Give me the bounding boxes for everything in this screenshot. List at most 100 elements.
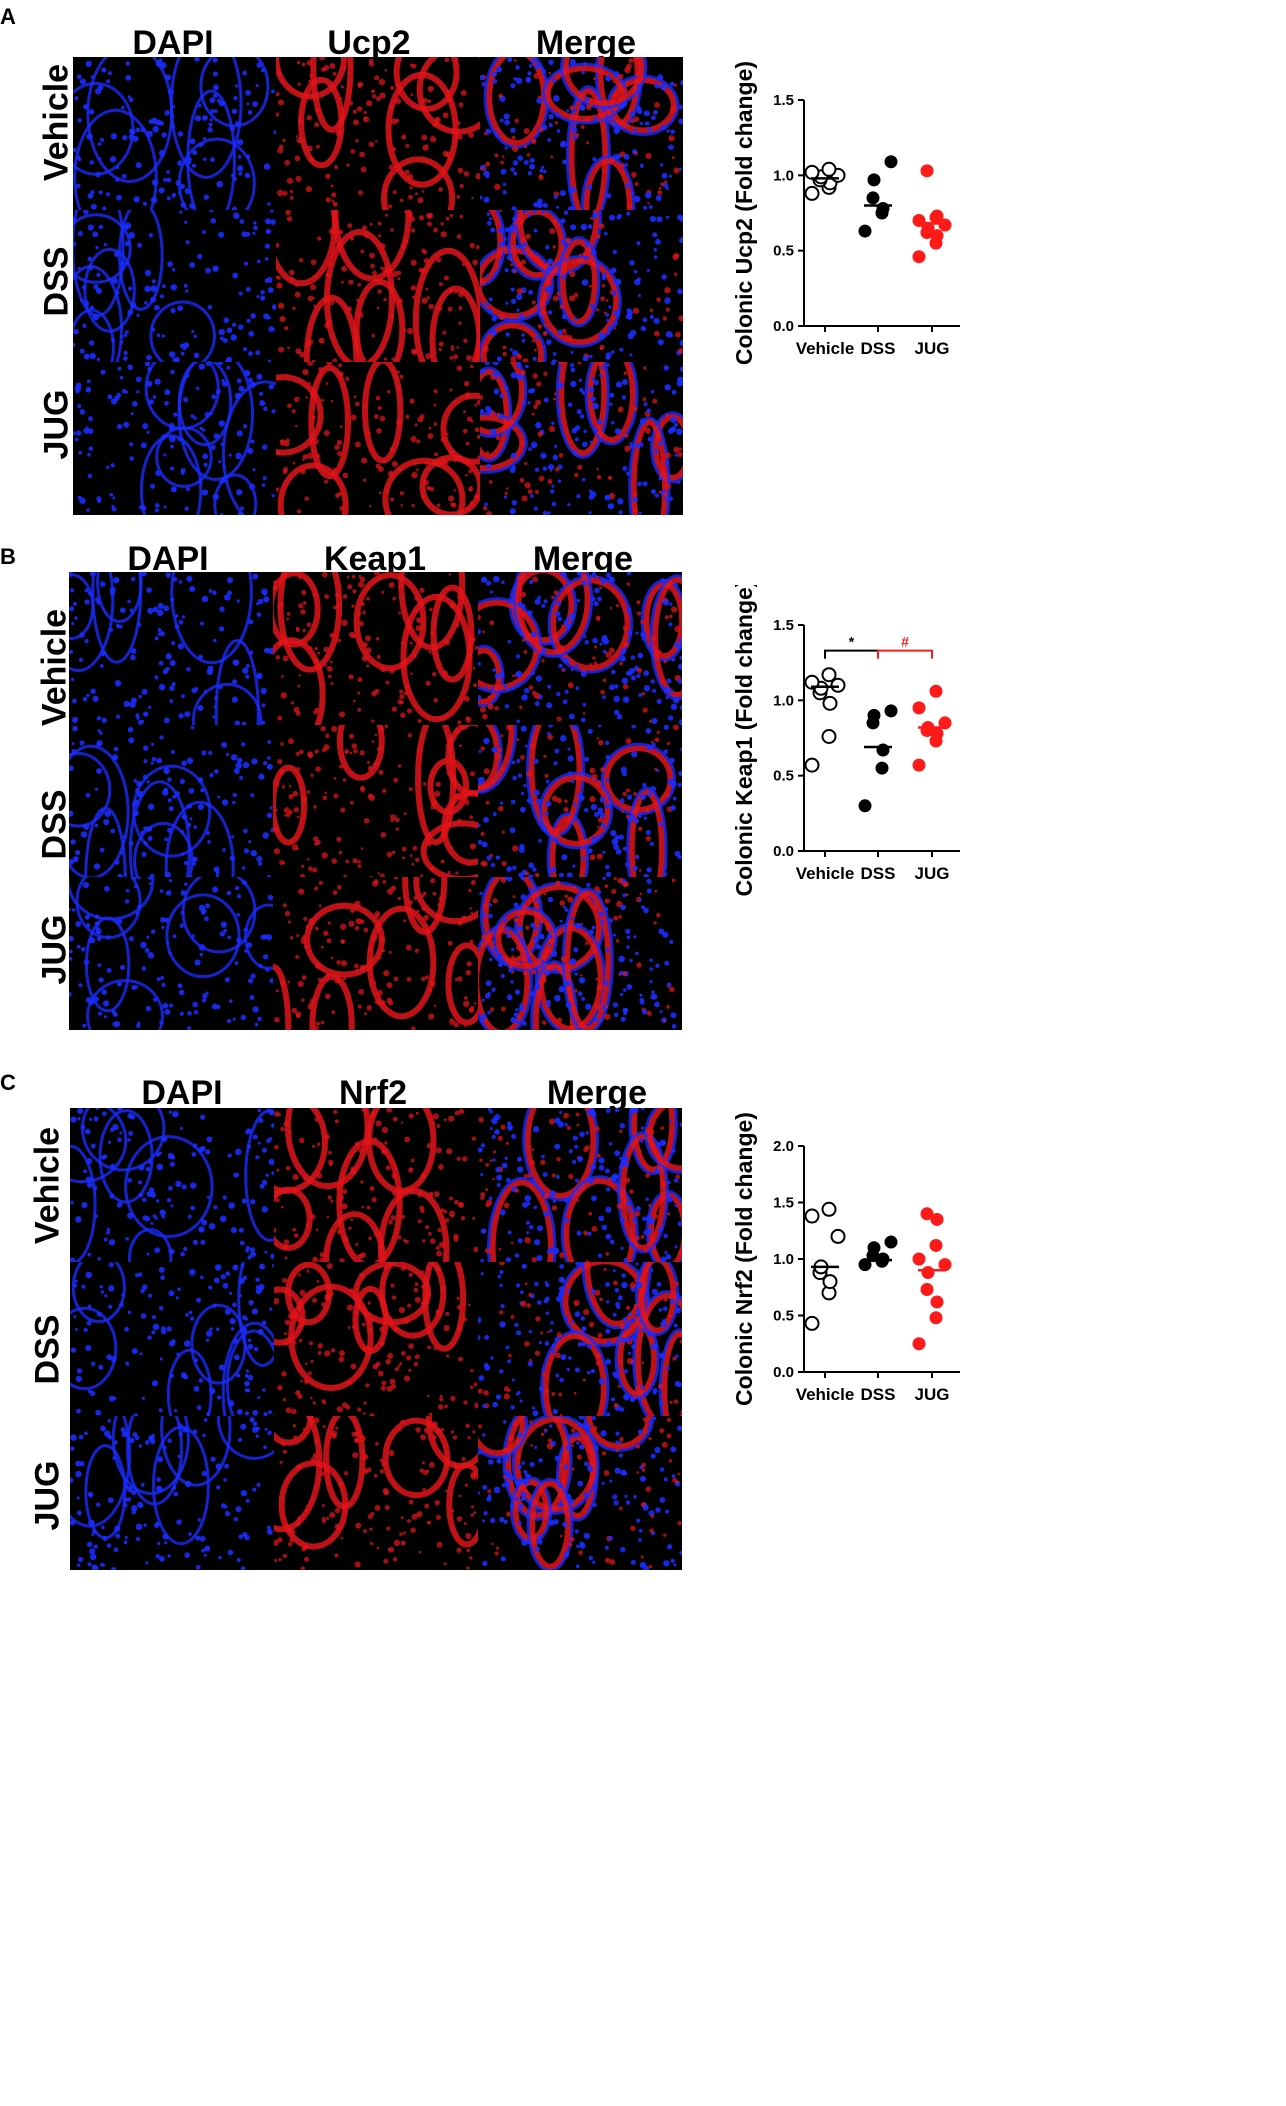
micrograph-tile-dapi-row3	[70, 1416, 274, 1570]
data-point	[866, 191, 880, 205]
scatter-plot-keap1: Colonic Keap1 (Fold change) 0.0 0.5 1.0 1.5 V…	[730, 585, 970, 905]
micrograph-tile-merge-row2	[479, 209, 683, 363]
data-point	[875, 761, 889, 775]
micrograph-tile-merge-row1	[477, 572, 682, 725]
data-point	[930, 1295, 944, 1309]
data-point	[821, 667, 837, 683]
panel-letter: C	[0, 1070, 16, 1095]
column-header-dapi: DAPI	[132, 24, 214, 62]
y-tick-label: 1.5	[773, 92, 794, 109]
data-point	[929, 684, 943, 698]
data-point	[930, 1212, 944, 1226]
micrograph-tile-marker-row2	[276, 209, 480, 363]
data-point	[929, 1311, 943, 1325]
y-tick-label: 1.0	[773, 1251, 794, 1268]
y-tick-label: 0.5	[773, 768, 794, 785]
data-point	[821, 728, 837, 744]
significance-marker: *	[849, 634, 855, 650]
x-tick-label: JUG	[915, 864, 950, 883]
micrograph-tile-marker-row3	[274, 1416, 478, 1570]
data-point	[920, 164, 934, 178]
data-point	[804, 185, 820, 201]
y-tick-label: 1.5	[773, 617, 794, 634]
y-tick-label: 0.5	[773, 243, 794, 260]
panel-letter: A	[0, 4, 16, 29]
data-point	[912, 1252, 926, 1266]
significance-bracket	[824, 649, 879, 659]
data-point	[912, 214, 926, 228]
data-point	[929, 1238, 943, 1252]
x-tick-label: DSS	[861, 339, 896, 358]
data-point	[876, 201, 890, 215]
data-point	[912, 758, 926, 772]
data-point	[920, 1283, 934, 1297]
x-tick-label: JUG	[915, 1385, 950, 1404]
micrograph-tile-dapi-row2	[70, 1262, 274, 1416]
micrograph-tile-dapi-row3	[73, 362, 277, 515]
micrograph-tile-marker-row1	[273, 572, 478, 725]
data-point	[804, 757, 820, 773]
data-point	[867, 708, 881, 722]
micrograph-tile-marker-row1	[274, 1108, 478, 1262]
y-tick-label: 1.0	[773, 692, 794, 709]
data-point	[822, 695, 838, 711]
column-header-dapi: DAPI	[141, 1074, 223, 1112]
panel-c: C DAPI Nrf2 Merge Vehicle DSS JUG Coloni…	[0, 1066, 1286, 2106]
x-tick-label: JUG	[915, 339, 950, 358]
data-point	[920, 1207, 934, 1221]
significance-marker: #	[901, 634, 909, 650]
data-point	[912, 250, 926, 264]
y-tick-label: 1.5	[773, 1195, 794, 1212]
x-tick-label: Vehicle	[796, 864, 855, 883]
data-point	[938, 218, 952, 232]
data-point	[858, 799, 872, 813]
panel-a: A DAPI Ucp2 Merge Vehicle DSS JUG Coloni…	[0, 0, 1286, 520]
data-point	[930, 209, 944, 223]
micrograph-grid	[70, 1108, 682, 1570]
data-point	[858, 1258, 872, 1272]
data-point	[884, 1235, 898, 1249]
column-header-marker: Ucp2	[327, 24, 411, 62]
y-axis-label: Colonic Nrf2 (Fold change)	[731, 1112, 757, 1406]
column-header-marker: Nrf2	[338, 1074, 408, 1112]
y-tick-label: 0.0	[773, 1364, 794, 1381]
data-point	[921, 1266, 935, 1280]
y-tick-label: 2.0	[773, 1138, 794, 1155]
y-axis-label: Colonic Keap1 (Fold change)	[731, 585, 757, 896]
micrograph-tile-marker-row2	[274, 1262, 478, 1416]
micrograph-tile-merge-row3	[477, 877, 682, 1030]
data-point	[822, 1274, 838, 1290]
row-label-jug: JUG	[37, 389, 76, 460]
data-point	[804, 1315, 820, 1331]
data-point	[912, 1337, 926, 1351]
panel-b: B DAPI Keap1 Merge Vehicle DSS JUG Colon…	[0, 540, 1286, 1040]
data-point	[884, 155, 898, 169]
micrograph-tile-merge-row1	[479, 57, 683, 210]
y-axis-label: Colonic Ucp2 (Fold change)	[731, 61, 757, 365]
y-tick-label: 0.0	[773, 318, 794, 335]
data-point	[821, 161, 837, 177]
micrograph-tile-merge-row2	[477, 724, 682, 878]
micrograph-grid	[69, 572, 682, 1030]
scatter-plot-nrf2: Colonic Nrf2 (Fold change) 0.0 0.5 1.0 1.5 2.…	[730, 1106, 970, 1426]
micrograph-tile-dapi-row1	[69, 572, 274, 725]
data-point	[876, 743, 890, 757]
data-point	[830, 1228, 846, 1244]
micrograph-tile-marker-row3	[276, 362, 480, 515]
data-point	[804, 1208, 820, 1224]
data-point	[930, 229, 944, 243]
data-point	[884, 704, 898, 718]
y-tick-label: 0.5	[773, 1308, 794, 1325]
data-point	[938, 1258, 952, 1272]
micrograph-tile-dapi-row2	[73, 209, 277, 363]
micrograph-tile-dapi-row1	[73, 57, 277, 210]
row-label-jug: JUG	[28, 1460, 67, 1531]
x-tick-label: Vehicle	[796, 1385, 855, 1404]
micrograph-tile-dapi-row3	[69, 877, 274, 1030]
y-tick-label: 1.0	[773, 167, 794, 184]
data-point	[821, 1201, 837, 1217]
x-tick-label: DSS	[861, 1385, 896, 1404]
micrograph-grid	[73, 57, 683, 515]
data-point	[830, 677, 846, 693]
panel-letter: B	[0, 544, 16, 569]
